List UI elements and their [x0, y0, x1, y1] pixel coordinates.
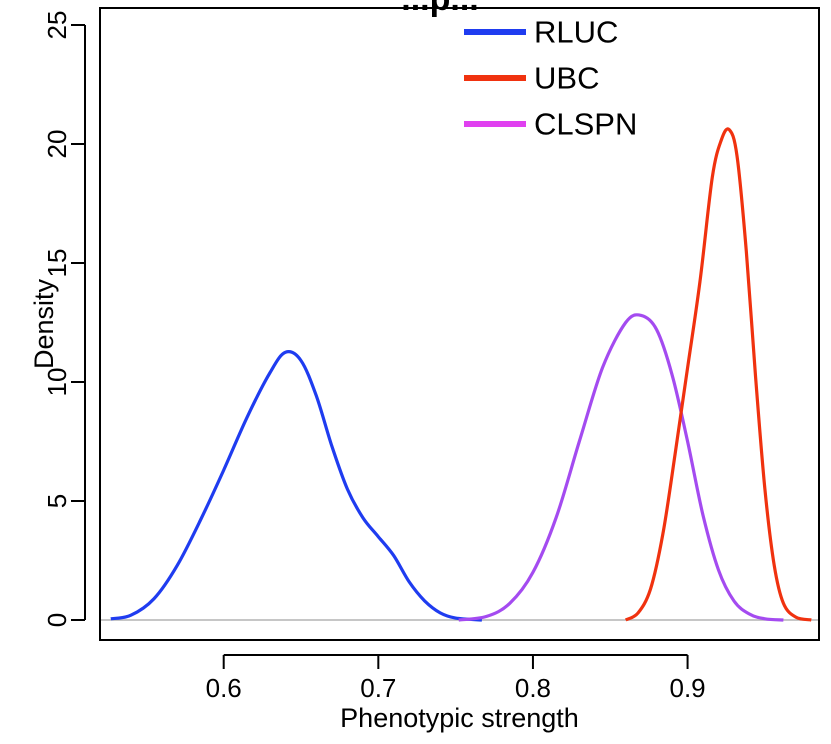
plot-frame [99, 7, 820, 641]
y-tick-label: 15 [42, 249, 72, 278]
series-layer [110, 127, 812, 622]
y-axis-title: Density [29, 278, 59, 369]
x-tick-label: 0.8 [515, 673, 551, 703]
x-axis-title: Phenotypic strength [340, 703, 579, 733]
legend: RLUC UBC CLSPN [464, 15, 637, 142]
legend-label-ubc: UBC [534, 61, 599, 96]
legend-label-clspn: CLSPN [534, 107, 637, 142]
y-tick-label: 20 [42, 130, 72, 159]
series-line-rluc [110, 350, 483, 622]
y-tick-label: 25 [42, 11, 72, 40]
y-tick-label: 5 [42, 494, 72, 508]
y-tick-label: 10 [42, 368, 72, 397]
x-tick-label: 0.6 [206, 673, 242, 703]
y-axis: 0 5 10 15 20 25 [42, 11, 86, 627]
series-line-clspn [458, 313, 784, 622]
x-tick-label: 0.9 [669, 673, 705, 703]
x-axis: 0.6 0.7 0.8 0.9 [206, 654, 706, 703]
series-line-ubc [624, 127, 812, 622]
x-tick-label: 0.7 [360, 673, 396, 703]
y-tick-label: 0 [42, 613, 72, 627]
legend-label-rluc: RLUC [534, 15, 618, 50]
